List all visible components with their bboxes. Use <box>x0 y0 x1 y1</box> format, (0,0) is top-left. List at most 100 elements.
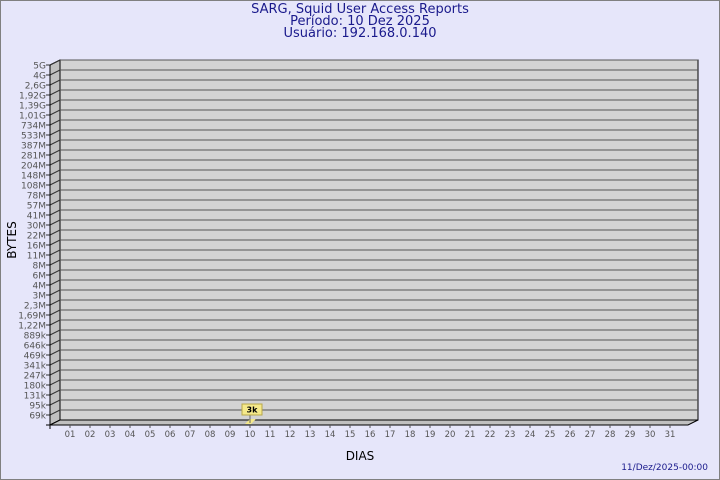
x-tick-label: 04 <box>125 430 136 440</box>
y-tick-label: 8M <box>33 262 47 272</box>
x-tick-label: 22 <box>485 430 496 440</box>
y-tick-label: 1,69M <box>18 312 46 322</box>
y-tick-label: 131k <box>24 392 47 402</box>
x-tick-label: 13 <box>305 430 316 440</box>
y-tick-label: 3M <box>33 292 47 302</box>
y-tick-label: 11M <box>27 252 46 262</box>
x-tick-label: 30 <box>645 430 656 440</box>
grid-side-line <box>49 399 61 406</box>
y-tick-label: 57M <box>27 202 46 212</box>
footer-timestamp: 11/Dez/2025-00:00 <box>621 463 708 473</box>
x-tick-label: 14 <box>325 430 336 440</box>
y-tick-label: 4M <box>33 282 47 292</box>
user-label: Usuário: 192.168.0.140 <box>283 26 437 41</box>
grid-side-line <box>49 319 61 326</box>
grid-side-line <box>49 239 61 246</box>
grid-side-line <box>49 349 61 356</box>
grid-side-line <box>49 229 61 236</box>
y-tick-label: 30M <box>27 222 46 232</box>
grid-side-line <box>49 219 61 226</box>
grid-side-line <box>49 159 61 166</box>
x-tick-label: 19 <box>425 430 436 440</box>
period-label: Período: 10 Dez 2025 <box>290 14 430 29</box>
grid-side-line <box>49 389 61 396</box>
y-tick-label: 5G <box>33 62 46 72</box>
grid-side-line <box>49 269 61 276</box>
grid-side-line <box>49 259 61 266</box>
grid-side-line <box>49 249 61 256</box>
grid-side-line <box>49 339 61 346</box>
x-tick-label: 31 <box>665 430 676 440</box>
x-tick-label: 10 <box>245 430 256 440</box>
y-tick-label: 180k <box>24 382 47 392</box>
x-tick-label: 15 <box>345 430 356 440</box>
x-tick-label: 03 <box>105 430 116 440</box>
x-tick-label: 29 <box>625 430 636 440</box>
x-tick-label: 11 <box>265 430 276 440</box>
y-tick-label: 247k <box>24 372 47 382</box>
y-tick-label: 22M <box>27 232 46 242</box>
grid-side-line <box>49 409 61 416</box>
y-tick-label: 16M <box>27 242 46 252</box>
x-tick-label: 25 <box>545 430 556 440</box>
grid-side-line <box>49 189 61 196</box>
x-tick-label: 27 <box>585 430 596 440</box>
y-tick-label: 78M <box>27 192 46 202</box>
y-tick-label: 6M <box>33 272 47 282</box>
grid-side-line <box>49 169 61 176</box>
x-tick-label: 12 <box>285 430 296 440</box>
y-tick-label: 281M <box>21 152 46 162</box>
y-tick-label: 41M <box>27 212 46 222</box>
x-tick-label: 18 <box>405 430 416 440</box>
grid-side-line <box>49 379 61 386</box>
y-tick-label: 387M <box>21 142 46 152</box>
x-tick-label: 20 <box>445 430 456 440</box>
grid-side-line <box>49 139 61 146</box>
x-tick-label: 17 <box>385 430 396 440</box>
grid-side-line <box>49 329 61 336</box>
y-tick-label: 2,3M <box>24 302 46 312</box>
y-tick-label: 1,39G <box>19 102 46 112</box>
x-tick-label: 09 <box>225 430 236 440</box>
grid-side-line <box>49 79 61 86</box>
x-tick-label: 26 <box>565 430 576 440</box>
grid-side-line <box>49 309 61 316</box>
y-tick-label: 4G <box>33 72 46 82</box>
grid-side-line <box>49 59 61 66</box>
data-label: 3k <box>247 406 259 415</box>
grid-side-line <box>49 179 61 186</box>
y-tick-label: 148M <box>21 172 46 182</box>
x-tick-label: 23 <box>505 430 516 440</box>
data-label-box <box>241 403 263 416</box>
y-tick-label: 69k <box>29 412 46 422</box>
x-tick-label: 07 <box>185 430 196 440</box>
y-tick-label: 469k <box>24 352 47 362</box>
grid-side-line <box>49 109 61 116</box>
grid-side-line <box>49 119 61 126</box>
y-axis-title: BYTES <box>5 221 19 258</box>
grid-side-line <box>49 369 61 376</box>
x-tick-label: 08 <box>205 430 216 440</box>
grid-side-line <box>49 199 61 206</box>
y-tick-label: 95k <box>29 402 46 412</box>
grid-side-line <box>49 299 61 306</box>
x-tick-label: 06 <box>165 430 176 440</box>
grid-side-line <box>49 359 61 366</box>
grid-side-line <box>49 279 61 286</box>
x-tick-label: 05 <box>145 430 156 440</box>
y-tick-label: 734M <box>21 122 46 132</box>
x-tick-label: 01 <box>65 430 76 440</box>
y-tick-label: 341k <box>24 362 47 372</box>
y-tick-label: 2,6G <box>25 82 46 92</box>
y-tick-label: 108M <box>21 182 46 192</box>
x-tick-label: 24 <box>525 430 536 440</box>
x-tick-label: 02 <box>85 430 96 440</box>
x-tick-label: 21 <box>465 430 476 440</box>
chart-title: SARG, Squid User Access Reports <box>251 2 469 17</box>
floor <box>49 419 699 426</box>
y-tick-label: 1,01G <box>19 112 46 122</box>
grid-side-line <box>49 129 61 136</box>
grid-side-line <box>49 149 61 156</box>
y-tick-label: 1,92G <box>19 92 46 102</box>
